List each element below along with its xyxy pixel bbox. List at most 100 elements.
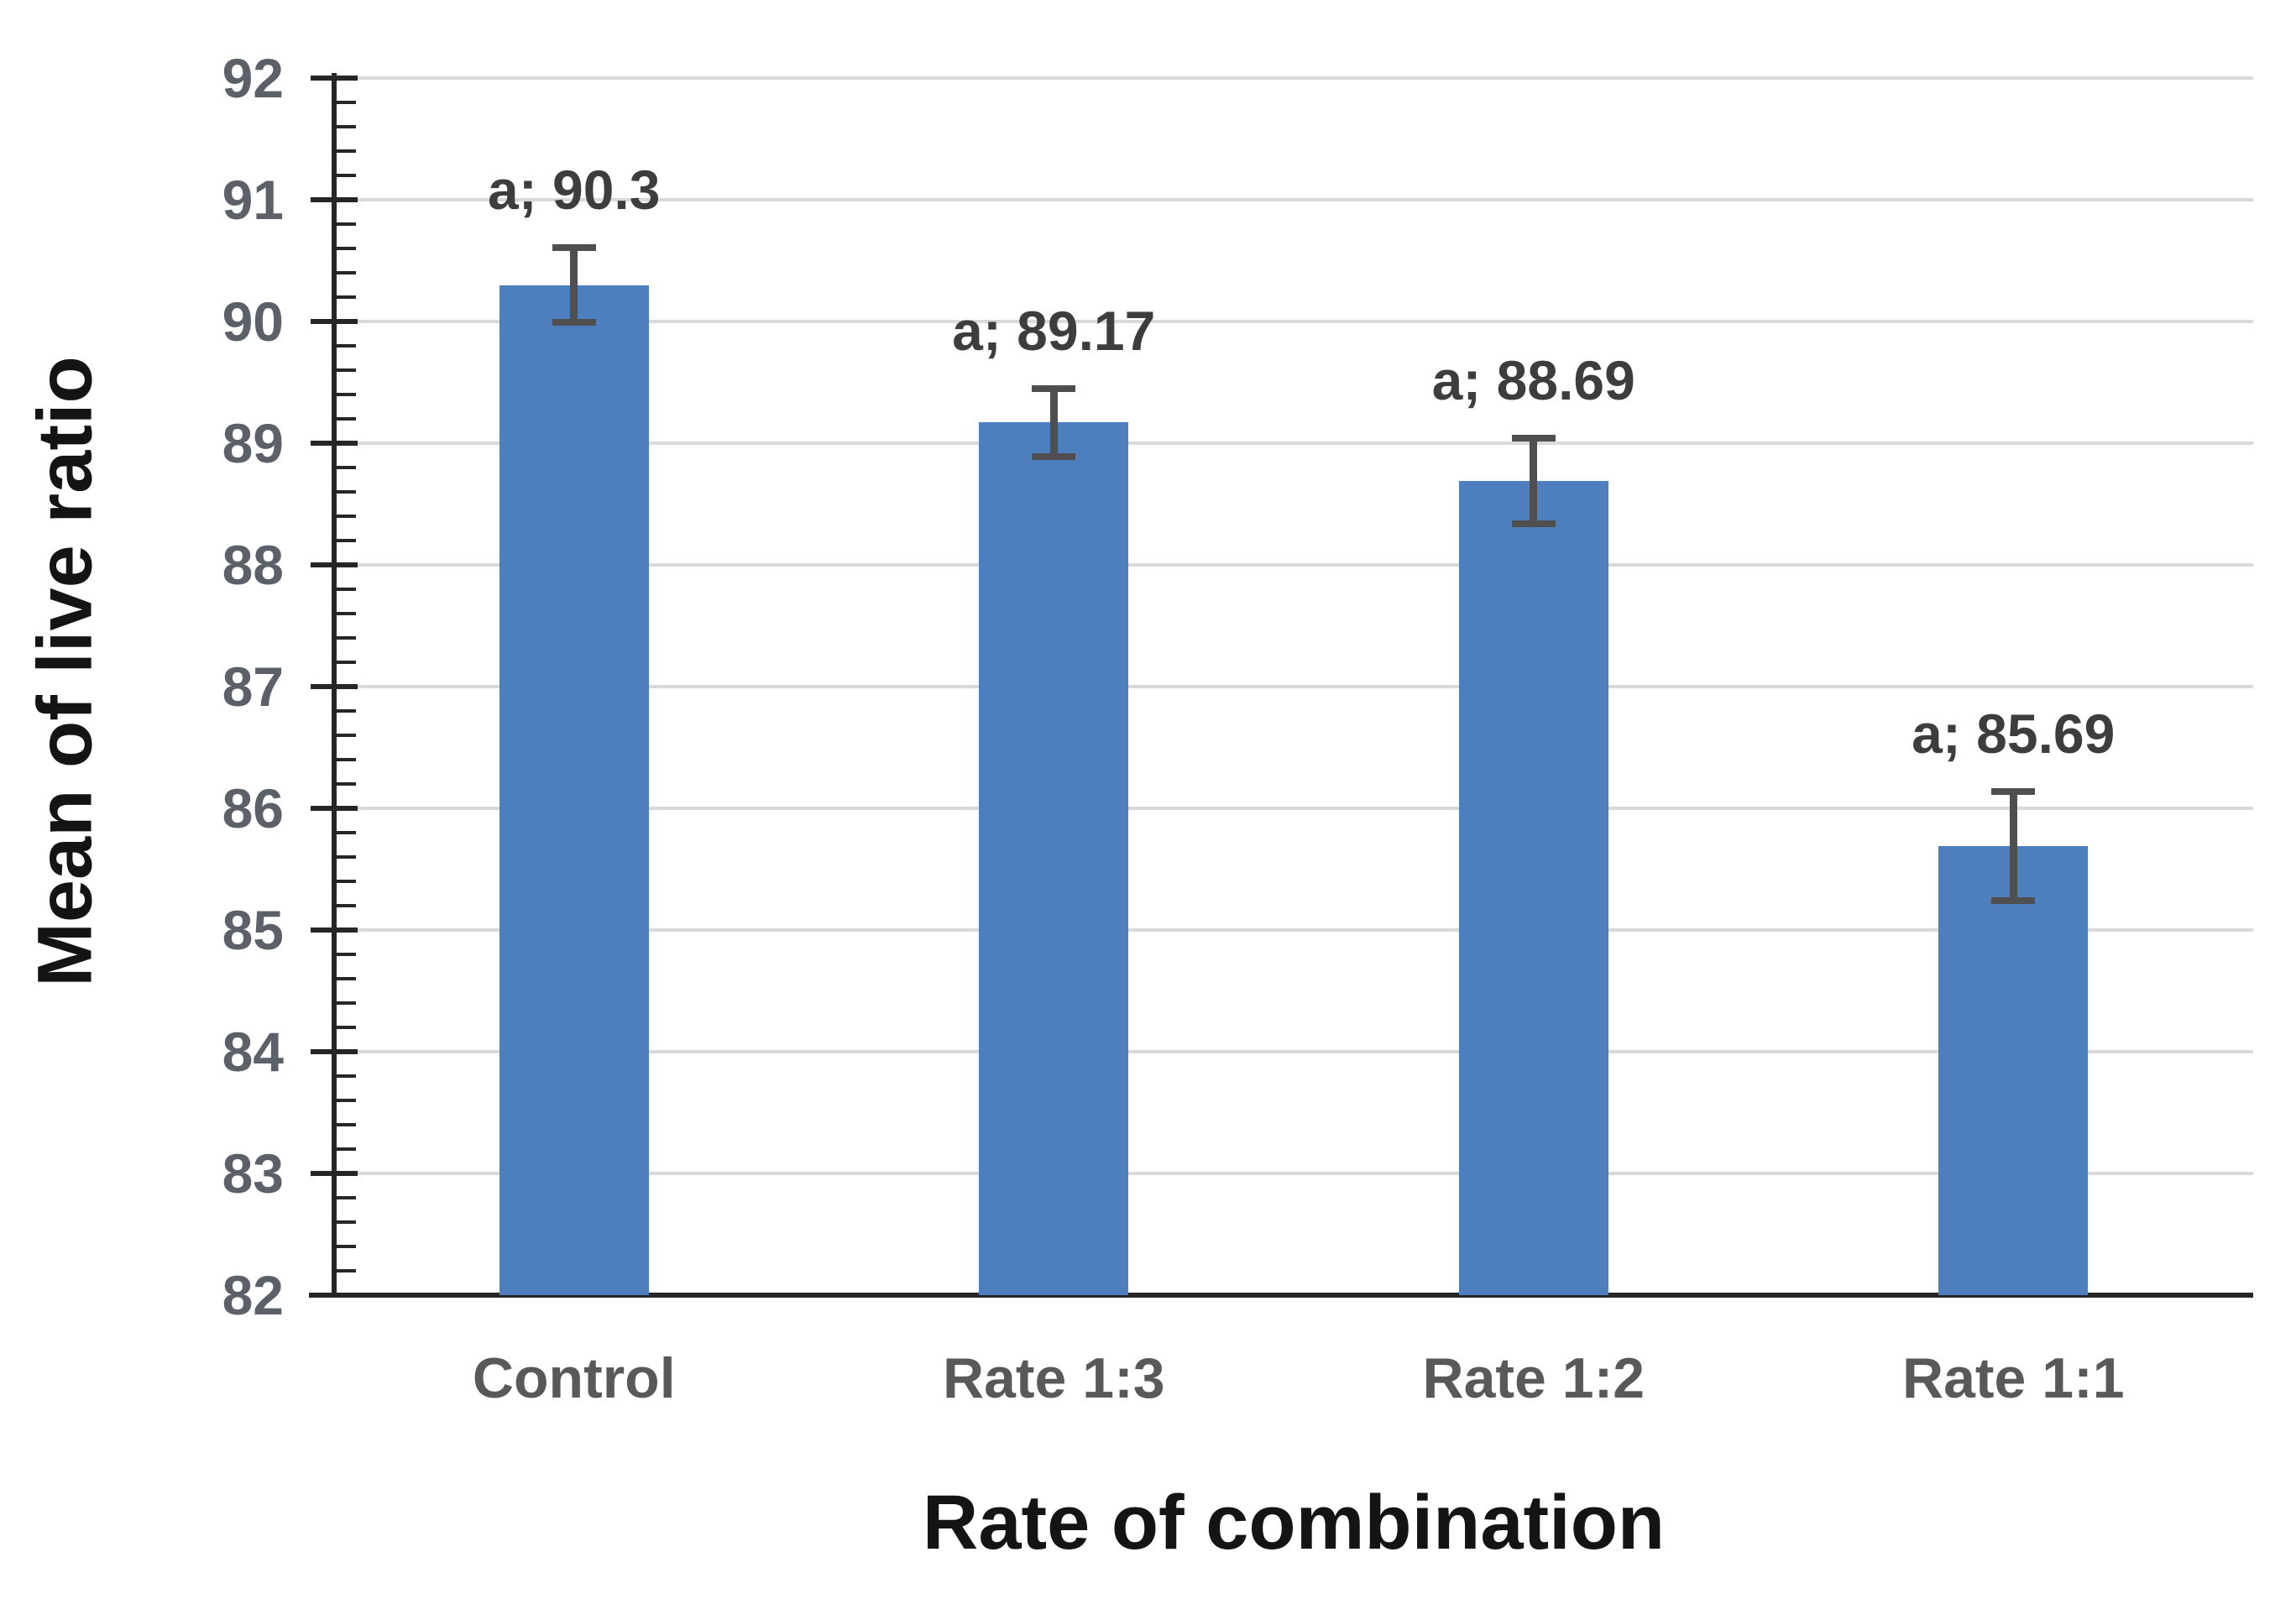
y-minor-tick — [334, 977, 356, 980]
error-bar-bottom-cap-rate-1-2 — [1511, 520, 1556, 527]
y-major-tick — [311, 441, 358, 446]
x-category-label-control: Control — [472, 1346, 676, 1410]
y-minor-tick — [334, 782, 356, 786]
y-tick-label-85: 85 — [222, 899, 284, 961]
error-bar-stem-control — [570, 247, 578, 323]
error-bar-bottom-cap-rate-1-3 — [1032, 452, 1076, 460]
gridline-84 — [334, 1050, 2253, 1053]
y-minor-tick — [334, 1269, 356, 1272]
y-minor-tick — [334, 1147, 356, 1151]
y-major-tick — [311, 562, 358, 567]
y-minor-tick — [334, 855, 356, 859]
data-label-rate-1-1: a; 85.69 — [1912, 702, 2116, 765]
y-major-tick — [311, 806, 358, 811]
error-bar-stem-rate-1-1 — [2009, 791, 2017, 901]
y-minor-tick — [334, 1001, 356, 1005]
y-minor-tick — [334, 1123, 356, 1126]
y-minor-tick — [334, 271, 356, 274]
y-major-tick — [311, 1171, 358, 1176]
y-axis-title: Mean of live ratio — [22, 356, 108, 987]
gridline-90 — [334, 320, 2253, 323]
y-minor-tick — [334, 417, 356, 421]
y-tick-label-82: 82 — [222, 1264, 284, 1326]
y-minor-tick — [334, 709, 356, 713]
y-minor-tick — [334, 831, 356, 834]
gridline-85 — [334, 928, 2253, 932]
y-minor-tick — [334, 393, 356, 396]
gridline-91 — [334, 198, 2253, 201]
y-minor-tick — [334, 149, 356, 153]
y-minor-tick — [334, 174, 356, 177]
y-major-tick — [311, 1293, 358, 1298]
y-minor-tick — [334, 368, 356, 372]
y-minor-tick — [334, 222, 356, 226]
y-minor-tick — [334, 466, 356, 469]
error-bar-bottom-cap-rate-1-1 — [1991, 897, 2036, 905]
error-bar-bottom-cap-control — [552, 319, 596, 327]
error-bar-stem-rate-1-2 — [1530, 438, 1538, 524]
y-tick-label-89: 89 — [222, 412, 284, 474]
bar-rate-1-1 — [1938, 845, 2089, 1295]
y-minor-tick — [334, 734, 356, 737]
y-minor-tick — [334, 1099, 356, 1102]
y-major-tick — [311, 684, 358, 689]
bar-control — [499, 285, 649, 1295]
y-major-tick — [311, 76, 358, 81]
x-category-label-rate-1-3: Rate 1:3 — [942, 1346, 1165, 1410]
y-minor-tick — [334, 1074, 356, 1078]
y-minor-tick — [334, 904, 356, 907]
y-tick-label-92: 92 — [222, 47, 284, 109]
y-tick-label-84: 84 — [222, 1021, 284, 1083]
x-axis-title: Rate of combination — [922, 1480, 1666, 1565]
y-minor-tick — [334, 1026, 356, 1029]
y-tick-label-86: 86 — [222, 777, 284, 839]
y-major-tick — [311, 928, 358, 933]
gridline-92 — [334, 76, 2253, 80]
y-minor-tick — [334, 515, 356, 518]
y-tick-label-90: 90 — [222, 290, 284, 353]
data-label-rate-1-2: a; 88.69 — [1431, 349, 1635, 412]
y-minor-tick — [334, 490, 356, 494]
y-minor-tick — [334, 880, 356, 883]
gridline-87 — [334, 685, 2253, 688]
error-bar-stem-rate-1-3 — [1049, 388, 1058, 457]
gridline-88 — [334, 563, 2253, 567]
y-minor-tick — [334, 758, 356, 761]
bar-rate-1-3 — [979, 422, 1129, 1295]
y-minor-tick — [334, 612, 356, 615]
y-tick-label-87: 87 — [222, 656, 284, 718]
y-major-tick — [311, 319, 358, 324]
error-bar-top-cap-rate-1-3 — [1032, 384, 1076, 392]
error-bar-top-cap-rate-1-1 — [1991, 787, 2036, 795]
y-minor-tick — [334, 953, 356, 956]
y-tick-label-83: 83 — [222, 1142, 284, 1204]
bar-rate-1-2 — [1458, 480, 1608, 1295]
gridline-83 — [334, 1172, 2253, 1175]
y-major-tick — [311, 1049, 358, 1054]
x-category-label-rate-1-1: Rate 1:1 — [1901, 1346, 2125, 1410]
y-minor-tick — [334, 539, 356, 542]
y-major-tick — [311, 197, 358, 202]
y-minor-tick — [334, 247, 356, 250]
error-bar-top-cap-rate-1-2 — [1511, 435, 1556, 442]
gridline-89 — [334, 442, 2253, 445]
y-minor-tick — [334, 661, 356, 664]
y-minor-tick — [334, 1196, 356, 1199]
y-minor-tick — [334, 1245, 356, 1248]
x-axis-line — [309, 1293, 2253, 1298]
y-minor-tick — [334, 636, 356, 640]
y-minor-tick — [334, 101, 356, 104]
data-label-rate-1-3: a; 89.17 — [952, 299, 1156, 362]
y-tick-label-91: 91 — [222, 169, 284, 231]
y-minor-tick — [334, 588, 356, 591]
data-label-control: a; 90.3 — [488, 158, 661, 221]
y-minor-tick — [334, 295, 356, 299]
error-bar-top-cap-control — [552, 243, 596, 251]
y-minor-tick — [334, 125, 356, 128]
y-minor-tick — [334, 344, 356, 347]
x-category-label-rate-1-2: Rate 1:2 — [1422, 1346, 1645, 1410]
gridline-86 — [334, 807, 2253, 810]
y-tick-label-88: 88 — [222, 534, 284, 596]
